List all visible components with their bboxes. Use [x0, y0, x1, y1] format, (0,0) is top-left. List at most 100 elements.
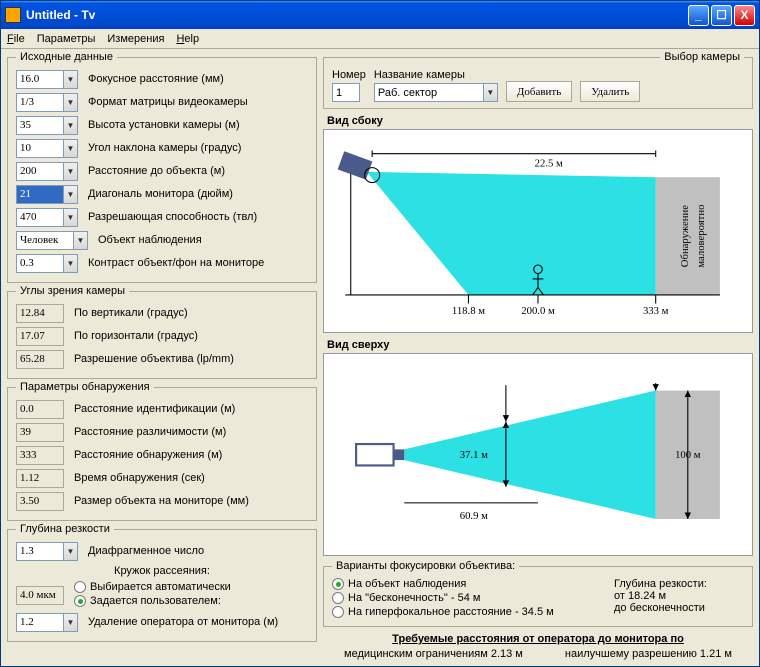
side-d2: 200.0 м [521, 305, 555, 317]
side-view-title: Вид сбоку [327, 115, 753, 127]
res-label: Разрешающая способность (твл) [88, 211, 257, 223]
menu-file[interactable]: File [7, 33, 25, 45]
format-label: Формат матрицы видеокамеры [88, 96, 248, 108]
focal-dropdown-icon[interactable]: ▼ [64, 70, 78, 89]
obj-dropdown-icon[interactable]: ▼ [74, 231, 88, 250]
horiz-angle-label: По горизонтали (градус) [74, 330, 198, 342]
time-label: Время обнаружения (сек) [74, 472, 205, 484]
disc-output [16, 423, 64, 442]
gray-text1: Обнаружение [679, 205, 691, 267]
contrast-input[interactable] [16, 254, 64, 273]
dist-label: Расстояние до объекта (м) [88, 165, 225, 177]
format-dropdown-icon[interactable]: ▼ [64, 93, 78, 112]
detection-group: Параметры обнаружения Расстояние идентиф… [7, 381, 317, 521]
camera-select-group: Выбор камеры Номер Название камеры▼ Доба… [323, 51, 753, 109]
menu-measure[interactable]: Измерения [107, 33, 164, 45]
angle-dropdown-icon[interactable]: ▼ [64, 139, 78, 158]
vert-angle-output [16, 304, 64, 323]
side-top-dist: 22.5 м [535, 158, 563, 170]
res-input[interactable] [16, 208, 64, 227]
cam-num-input[interactable] [332, 83, 360, 102]
add-button[interactable]: Добавить [506, 81, 572, 102]
result-med: медицинским ограничениям 2.13 м [344, 648, 523, 660]
lensres-label: Разрешение объектива (lp/mm) [74, 353, 234, 365]
gray-text2: маловероятно [695, 205, 707, 268]
diag-dropdown-icon[interactable]: ▼ [64, 185, 78, 204]
result-title: Требуемые расстояния от оператора до мон… [323, 633, 753, 645]
top-view-title: Вид сверху [327, 339, 753, 351]
result-best: наилучшему разрешению 1.21 м [565, 648, 732, 660]
menu-params[interactable]: Параметры [37, 33, 96, 45]
source-data-group: Исходные данные ▼Фокусное расстояние (мм… [7, 51, 317, 283]
fnum-dropdown-icon[interactable]: ▼ [64, 542, 78, 561]
dof-to-label: до бесконечности [614, 602, 744, 614]
fnum-input[interactable] [16, 542, 64, 561]
top-view-diagram: 37.1 м 100 м 60.9 м [323, 353, 753, 557]
camera-select-legend: Выбор камеры [660, 51, 744, 63]
angles-legend: Углы зрения камеры [16, 285, 129, 297]
ident-output [16, 400, 64, 419]
opdist-dropdown-icon[interactable]: ▼ [64, 613, 78, 632]
angles-group: Углы зрения камеры По вертикали (градус)… [7, 285, 317, 379]
focal-input[interactable] [16, 70, 64, 89]
focus-opt1-radio[interactable] [332, 578, 344, 590]
dof-legend: Глубина резкости [16, 523, 114, 535]
horiz-angle-output [16, 327, 64, 346]
circle-user-label: Задается пользователем: [90, 595, 221, 607]
detection-legend: Параметры обнаружения [16, 381, 154, 393]
top-left-w: 37.1 м [460, 448, 488, 460]
focus-group: Варианты фокусировки объектива: На объек… [323, 560, 753, 627]
window-title: Untitled - Tv [26, 8, 688, 22]
opdist-input[interactable] [16, 613, 64, 632]
close-button[interactable]: X [734, 5, 755, 26]
titlebar: Untitled - Tv _ ☐ X [1, 1, 759, 29]
delete-button[interactable]: Удалить [580, 81, 640, 102]
circle-user-radio[interactable] [74, 595, 86, 607]
result-block: Требуемые расстояния от оператора до мон… [323, 631, 753, 662]
res-dropdown-icon[interactable]: ▼ [64, 208, 78, 227]
circle-auto-radio[interactable] [74, 581, 86, 593]
opdist-label: Удаление оператора от монитора (м) [88, 616, 278, 628]
height-label: Высота установки камеры (м) [88, 119, 240, 131]
focus-opt1-label: На объект наблюдения [348, 578, 466, 590]
size-output [16, 492, 64, 511]
det-label: Расстояние обнаружения (м) [74, 449, 222, 461]
menu-help[interactable]: Help [176, 33, 199, 45]
lensres-output [16, 350, 64, 369]
height-dropdown-icon[interactable]: ▼ [64, 116, 78, 135]
minimize-button[interactable]: _ [688, 5, 709, 26]
circle-auto-label: Выбирается автоматически [90, 581, 231, 593]
height-input[interactable] [16, 116, 64, 135]
top-bottom: 60.9 м [460, 509, 488, 521]
top-right-w: 100 м [675, 448, 701, 460]
angle-label: Угол наклона камеры (градус) [88, 142, 241, 154]
diag-label: Диагональ монитора (дюйм) [88, 188, 233, 200]
format-input[interactable] [16, 93, 64, 112]
det-output [16, 446, 64, 465]
vert-angle-label: По вертикали (градус) [74, 307, 188, 319]
diag-input[interactable] [16, 185, 64, 204]
obj-input[interactable] [16, 231, 74, 250]
angle-input[interactable] [16, 139, 64, 158]
obj-label: Объект наблюдения [98, 234, 202, 246]
side-view-diagram: Обнаружение маловероятно 22.5 м [323, 129, 753, 333]
cam-name-dropdown-icon[interactable]: ▼ [484, 83, 498, 102]
focus-opt2-label: На "бесконечность" - 54 м [348, 592, 480, 604]
disc-label: Расстояние различимости (м) [74, 426, 226, 438]
maximize-button[interactable]: ☐ [711, 5, 732, 26]
focal-label: Фокусное расстояние (мм) [88, 73, 224, 85]
dist-input[interactable] [16, 162, 64, 181]
circle-title-label: Кружок рассеяния: [16, 565, 308, 577]
cam-name-input[interactable] [374, 83, 484, 102]
contrast-dropdown-icon[interactable]: ▼ [64, 254, 78, 273]
dof-title-label: Глубина резкости: [614, 578, 744, 590]
side-d1: 118.8 м [452, 305, 485, 317]
size-label: Размер объекта на мониторе (мм) [74, 495, 249, 507]
focus-opt3-radio[interactable] [332, 606, 344, 618]
contrast-label: Контраст объект/фон на мониторе [88, 257, 264, 269]
cam-num-header: Номер [332, 69, 366, 81]
focus-opt2-radio[interactable] [332, 592, 344, 604]
dof-from-label: от 18.24 м [614, 590, 744, 602]
focus-opt3-label: На гиперфокальное расстояние - 34.5 м [348, 606, 554, 618]
dist-dropdown-icon[interactable]: ▼ [64, 162, 78, 181]
